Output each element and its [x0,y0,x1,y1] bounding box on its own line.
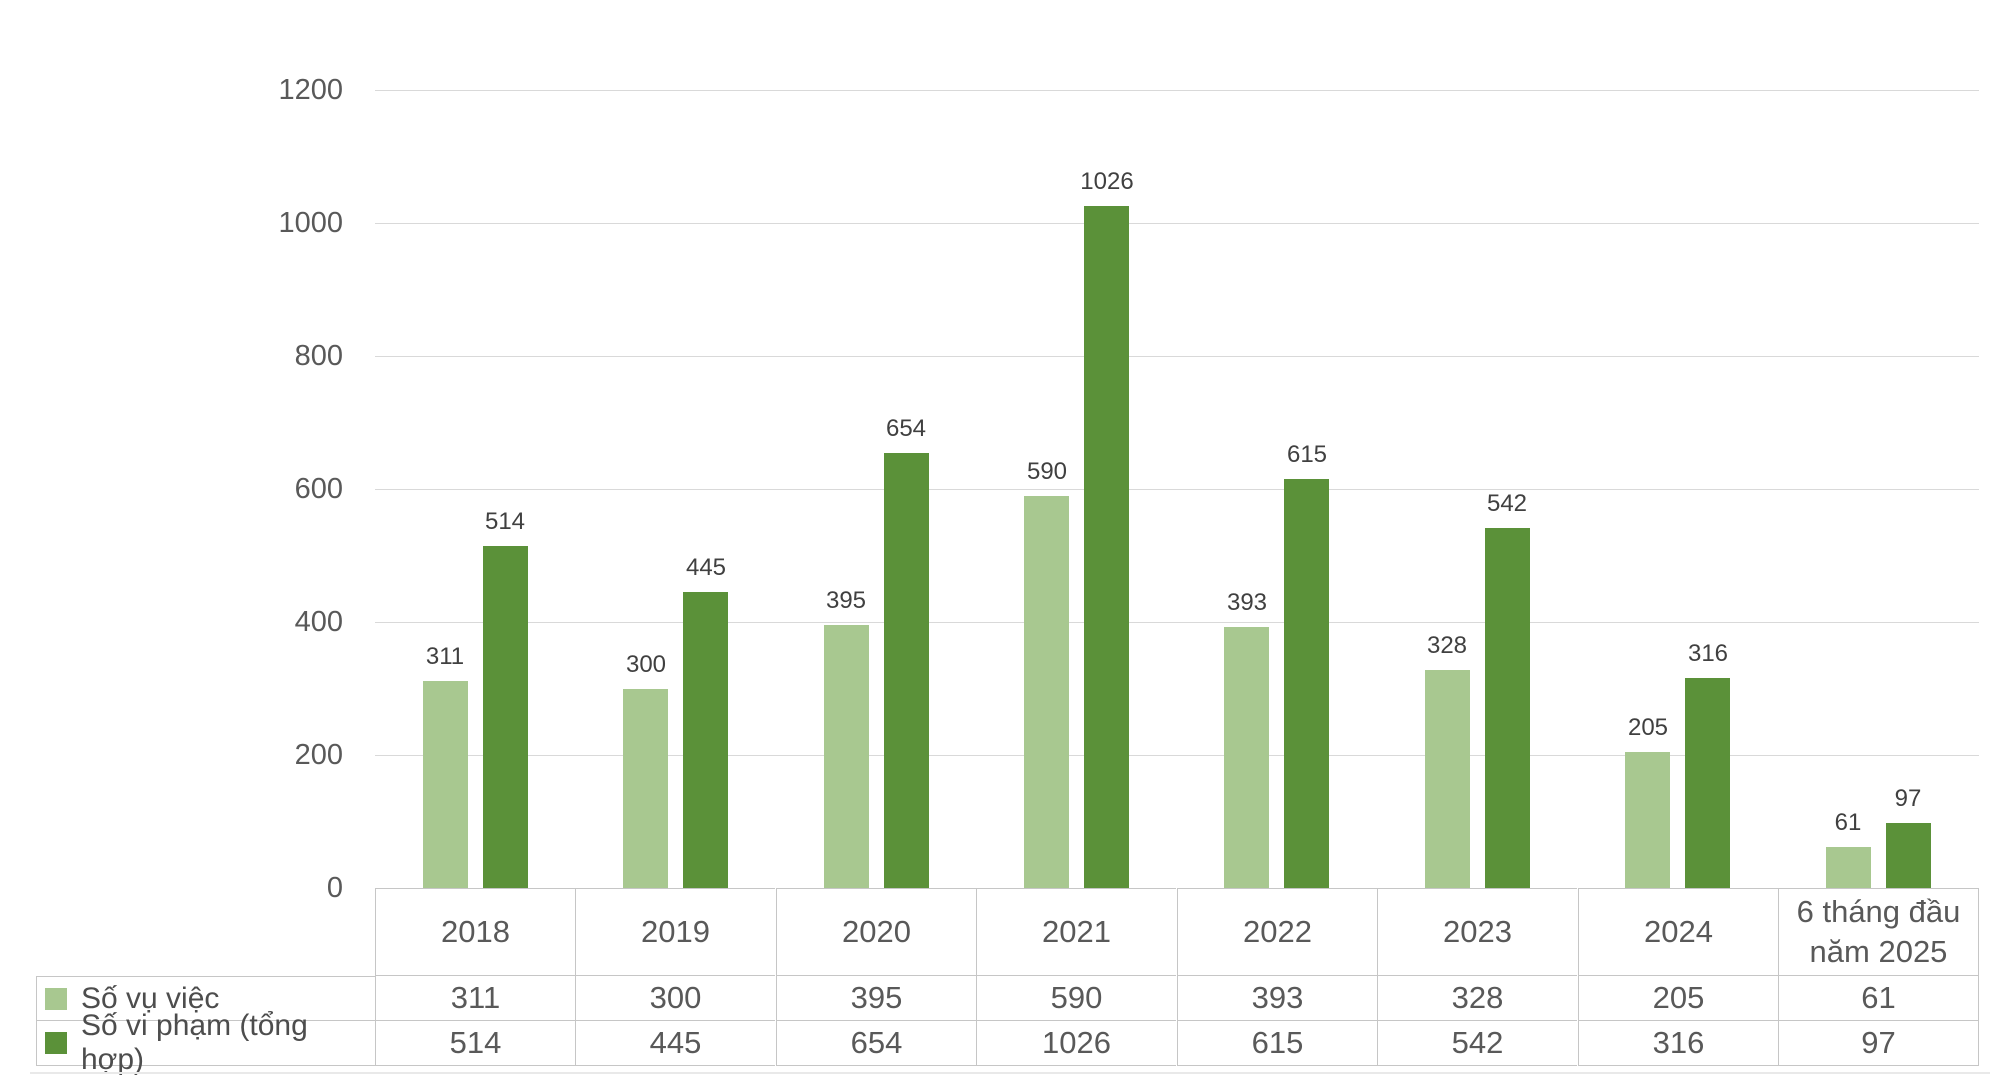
y-tick-label-1200: 1200 [278,74,343,106]
table-value-cell: 316 [1578,1021,1778,1066]
bar-2024-series-1 [1625,752,1670,888]
bar-value-label: 395 [825,587,867,614]
bar-2021-series-2 [1084,206,1129,888]
bar-2022-series-2 [1284,479,1329,888]
table-value-cell: 328 [1377,976,1577,1021]
bar-value-label: 311 [425,643,465,670]
bar-value-label: 1026 [1080,168,1134,195]
chart-title-area [400,8,1700,68]
table-category-header-4: 2021 [976,888,1176,976]
table-value-cell: 542 [1377,1021,1577,1066]
bar-2023-series-1 [1425,670,1470,888]
y-tick-label-800: 800 [294,340,343,372]
bar-2021-series-1 [1024,496,1069,888]
bar-2018-series-2 [483,546,528,888]
bar-value-label: 542 [1486,490,1528,517]
table-value-cell: 654 [776,1021,976,1066]
bar-value-label: 615 [1286,441,1328,468]
table-value-cell: 615 [1177,1021,1377,1066]
bar-value-label: 205 [1627,714,1669,741]
bar-2022-series-1 [1224,627,1269,888]
bar-2020-series-2 [884,453,929,888]
bar-2019-series-1 [623,689,668,889]
gridline-600 [375,489,1979,490]
table-value-cell: 97 [1778,1021,1979,1066]
gridline-1200 [375,90,1979,91]
table-category-header-2: 2019 [575,888,775,976]
bar-6 tháng đầu năm 2025-series-2 [1886,823,1931,888]
table-value-cell: 311 [375,976,575,1021]
bar-value-label: 654 [885,415,927,442]
table-value-cell: 514 [375,1021,575,1066]
bar-value-label: 445 [685,554,727,581]
table-value-cell: 395 [776,976,976,1021]
table-category-header-8: 6 tháng đầu năm 2025 [1778,888,1979,976]
table-value-cell: 393 [1177,976,1377,1021]
bar-value-label: 316 [1687,640,1729,667]
legend-row-1: Số vụ việc [36,976,375,1021]
bar-2023-series-2 [1485,528,1530,888]
chart-outer-bottom-border [30,1072,1990,1074]
y-tick-label-400: 400 [294,606,343,638]
bar-2019-series-2 [683,592,728,888]
legend-swatch-icon [45,1032,67,1054]
bar-2018-series-1 [423,681,468,888]
legend-row-2: Số vi phạm (tổng hợp) [36,1009,375,1076]
table-value-cell: 445 [575,1021,775,1066]
y-tick-label-1000: 1000 [278,207,343,239]
gridline-400 [375,622,1979,623]
table-value-cell: 590 [976,976,1176,1021]
table-value-cell: 1026 [976,1021,1176,1066]
legend-label-series-2: Số vi phạm (tổng hợp) [81,1009,308,1076]
bar-6 tháng đầu năm 2025-series-1 [1826,847,1871,888]
bar-value-label: 328 [1426,632,1468,659]
bar-2020-series-1 [824,625,869,888]
gridline-1000 [375,223,1979,224]
y-tick-label-600: 600 [294,473,343,505]
bar-2024-series-2 [1685,678,1730,888]
table-value-cell: 205 [1578,976,1778,1021]
table-category-header-5: 2022 [1177,888,1377,976]
bar-value-label: 590 [1026,458,1068,485]
bar-value-label: 300 [625,651,667,678]
y-tick-label-0: 0 [326,872,343,904]
gridline-200 [375,755,1979,756]
table-category-header-1: 2018 [375,888,575,976]
bar-value-label: 514 [484,508,526,535]
table-category-header-6: 2023 [1377,888,1577,976]
bar-value-label: 61 [1834,809,1862,836]
legend-label-series-1: Số vụ việc [81,981,220,1015]
table-category-header-7: 2024 [1578,888,1778,976]
table-value-cell: 300 [575,976,775,1021]
bar-value-label: 97 [1894,785,1922,812]
bar-value-label: 393 [1226,589,1268,616]
table-value-cell: 61 [1778,976,1979,1021]
y-tick-label-200: 200 [294,739,343,771]
gridline-800 [375,356,1979,357]
legend-swatch-icon [45,987,67,1010]
table-category-header-3: 2020 [776,888,976,976]
